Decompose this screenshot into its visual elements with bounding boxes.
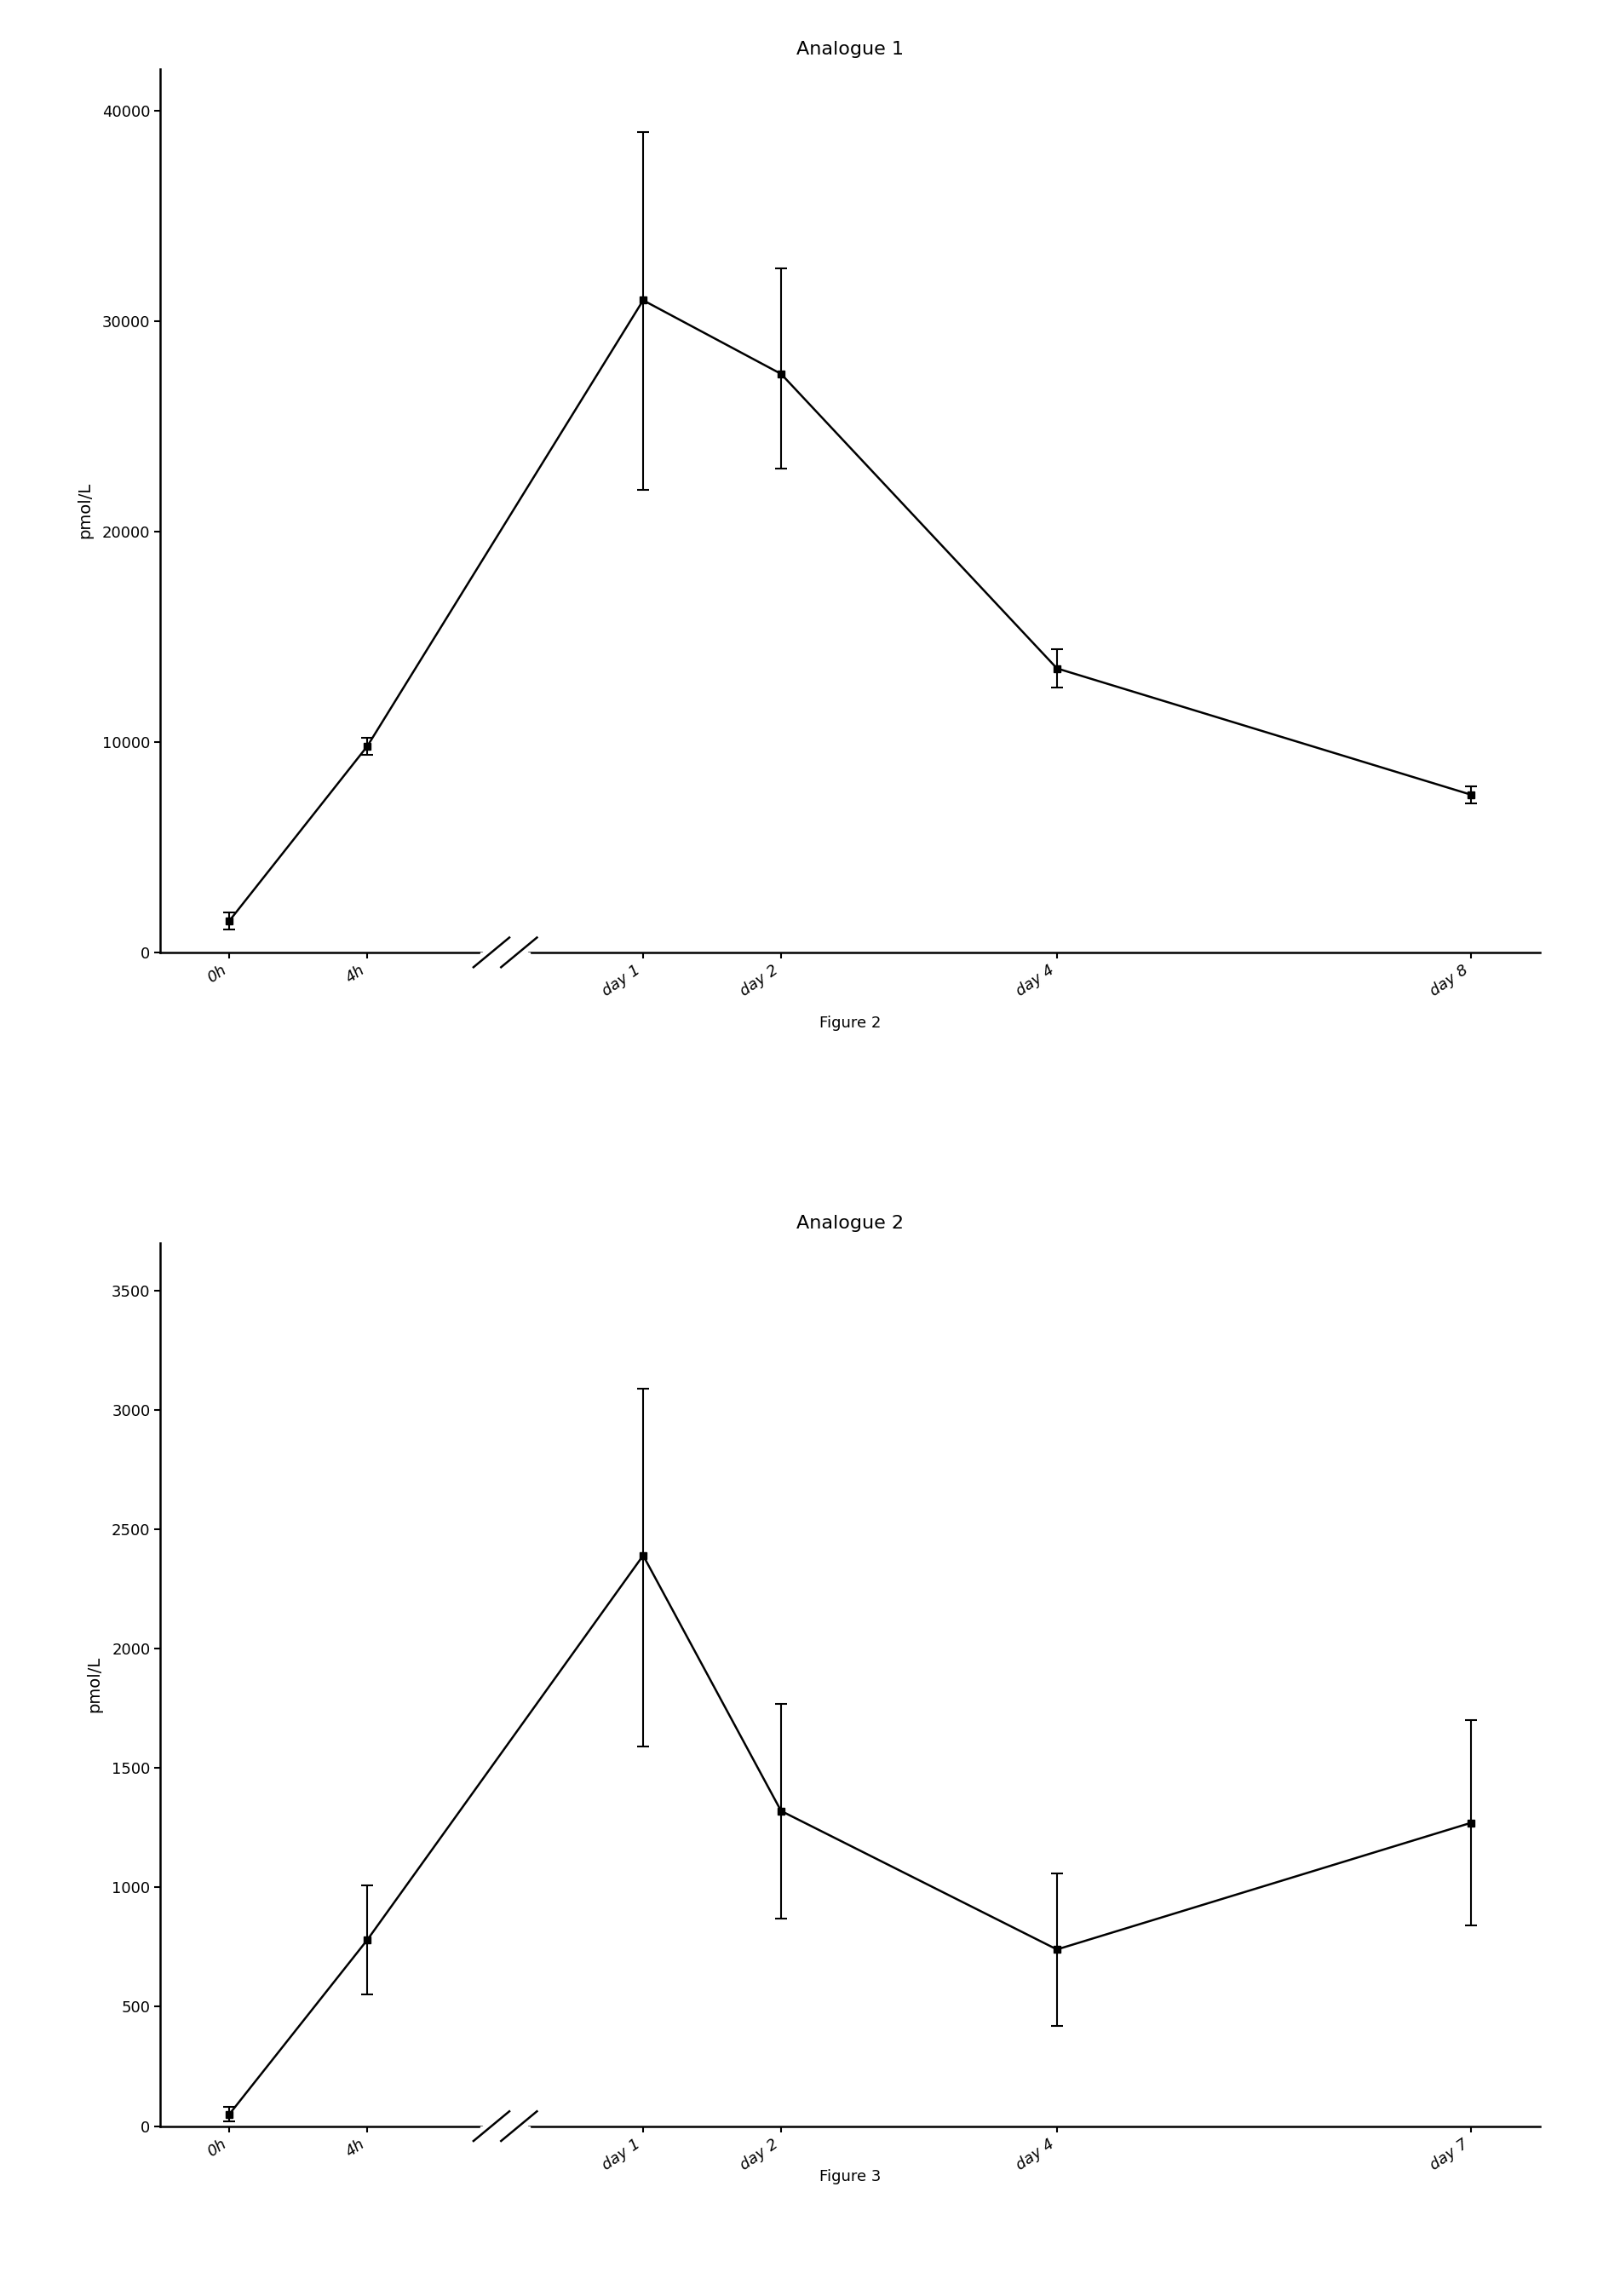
Title: Analogue 2: Analogue 2 — [797, 1215, 902, 1233]
Title: Analogue 1: Analogue 1 — [797, 41, 902, 57]
Bar — [483, 2126, 527, 2161]
Text: Figure 2: Figure 2 — [819, 1015, 880, 1031]
Bar — [483, 951, 527, 987]
Text: Figure 3: Figure 3 — [819, 2170, 880, 2183]
Bar — [481, 2126, 529, 2154]
Y-axis label: pmol/L: pmol/L — [77, 482, 93, 540]
Bar — [481, 953, 529, 978]
Y-axis label: pmol/L: pmol/L — [87, 1655, 103, 1713]
